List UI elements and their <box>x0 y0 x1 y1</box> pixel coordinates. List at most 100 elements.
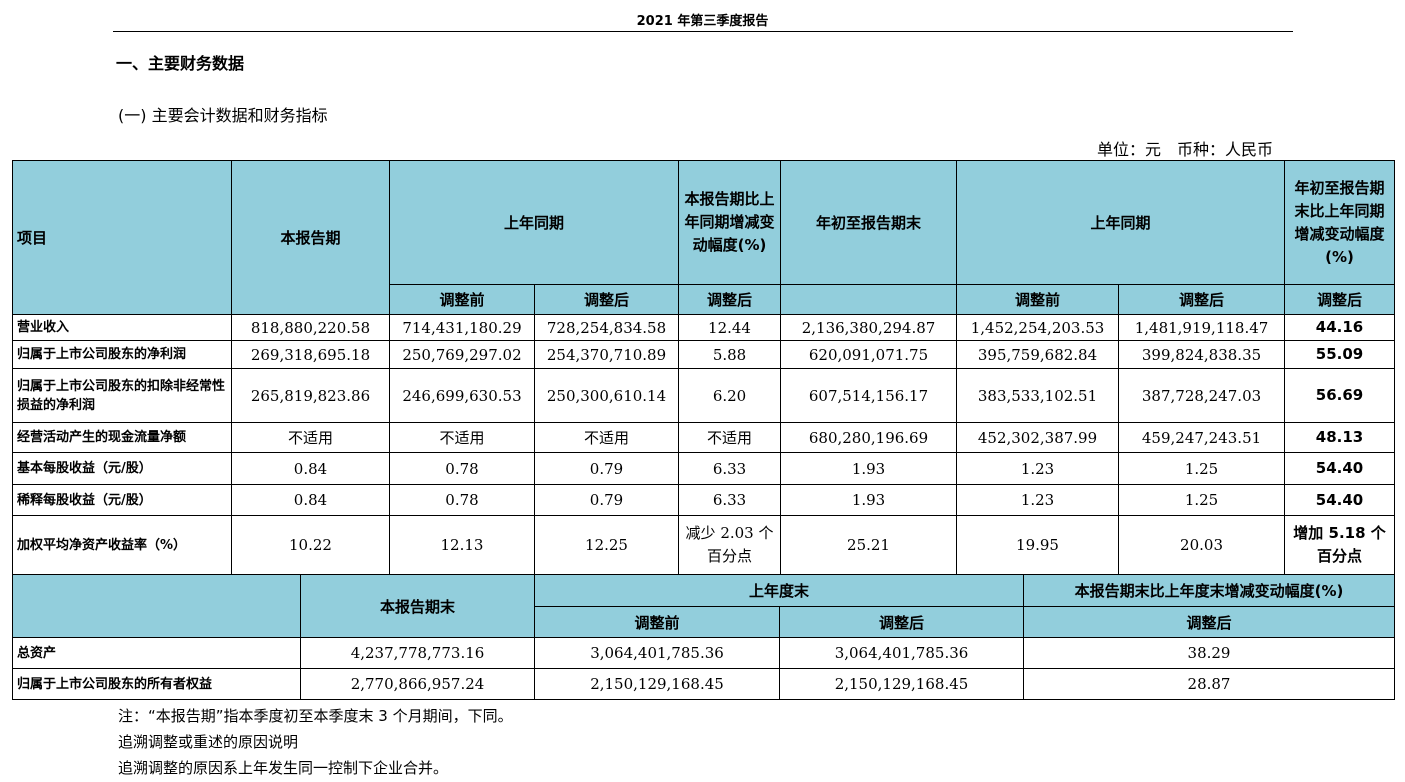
header-item: 项目 <box>12 160 232 315</box>
note-line: 追溯调整或重述的原因说明 <box>118 733 299 751</box>
cell-value: 12.44 <box>678 314 782 341</box>
header-blank <box>12 574 301 638</box>
cell-value: 265,819,823.86 <box>231 368 390 423</box>
table-row: 归属于上市公司股东的扣除非经常性损益的净利润 265,819,823.86 24… <box>12 368 1396 423</box>
cell-value: 0.84 <box>231 452 390 485</box>
header-change-after: 调整后 <box>678 284 782 315</box>
table-row: 基本每股收益（元/股） 0.84 0.78 0.79 6.33 1.93 1.2… <box>12 452 1396 485</box>
cell-value: 383,533,102.51 <box>956 368 1120 423</box>
cell-value: 680,280,196.69 <box>780 422 958 453</box>
header-change-after: 调整后 <box>1023 606 1396 638</box>
header-prior-period: 上年同期 <box>388 160 680 285</box>
row-label: 基本每股收益（元/股） <box>12 452 232 485</box>
header-current-end: 本报告期末 <box>300 574 535 638</box>
row-label: 总资产 <box>12 637 301 669</box>
header-end-change: 本报告期末比上年度末增减变动幅度(%) <box>1023 574 1396 607</box>
cell-value: 1,481,919,118.47 <box>1118 314 1286 341</box>
cell-value: 818,880,220.58 <box>231 314 390 341</box>
note-line: 追溯调整的原因系上年发生同一控制下企业合并。 <box>118 759 449 777</box>
cell-value: 2,770,866,957.24 <box>300 668 535 700</box>
cell-value: 269,318,695.18 <box>231 340 390 369</box>
balance-table: 本报告期末 上年度末 本报告期末比上年度末增减变动幅度(%) 调整前 调整后 调… <box>12 574 1396 700</box>
header-ytd-blank <box>780 284 958 315</box>
cell-value: 25.21 <box>780 515 958 575</box>
header-after: 调整后 <box>533 284 680 315</box>
cell-value: 44.16 <box>1284 314 1396 341</box>
cell-value: 399,824,838.35 <box>1118 340 1286 369</box>
header-before: 调整前 <box>534 606 780 638</box>
cell-value: 607,514,156.17 <box>780 368 958 423</box>
note-line: 注：“本报告期”指本季度初至本季度末 3 个月期间，下同。 <box>118 707 513 725</box>
cell-value: 56.69 <box>1284 368 1396 423</box>
cell-value: 减少 2.03 个百分点 <box>678 515 782 575</box>
cell-value: 3,064,401,785.36 <box>534 637 780 669</box>
row-label: 归属于上市公司股东的净利润 <box>12 340 232 369</box>
cell-value: 19.95 <box>956 515 1120 575</box>
cell-value: 1,452,254,203.53 <box>956 314 1120 341</box>
cell-value: 2,150,129,168.45 <box>778 668 1025 700</box>
section-heading: 一、主要财务数据 <box>116 54 245 73</box>
row-label: 稀释每股收益（元/股） <box>12 484 232 516</box>
cell-value: 0.79 <box>533 452 680 485</box>
cell-value: 54.40 <box>1284 452 1396 485</box>
header-current-period: 本报告期 <box>231 160 390 315</box>
cell-value: 714,431,180.29 <box>389 314 535 341</box>
section-subheading: (一) 主要会计数据和财务指标 <box>118 106 328 125</box>
table-row: 稀释每股收益（元/股） 0.84 0.78 0.79 6.33 1.93 1.2… <box>12 484 1396 516</box>
table-row: 经营活动产生的现金流量净额 不适用 不适用 不适用 不适用 680,280,19… <box>12 422 1396 453</box>
cell-value: 4,237,778,773.16 <box>300 637 535 669</box>
table-row: 归属于上市公司股东的净利润 269,318,695.18 250,769,297… <box>12 340 1396 369</box>
cell-value: 3,064,401,785.36 <box>778 637 1025 669</box>
header-before-2: 调整前 <box>956 284 1120 315</box>
table-row: 总资产 4,237,778,773.16 3,064,401,785.36 3,… <box>12 637 1396 669</box>
cell-value: 10.22 <box>231 515 390 575</box>
cell-value: 452,302,387.99 <box>956 422 1120 453</box>
header-rule <box>113 31 1293 32</box>
table-row: 归属于上市公司股东的所有者权益 2,770,866,957.24 2,150,1… <box>12 668 1396 700</box>
header-period-change: 本报告期比上年同期增减变动幅度(%) <box>678 160 782 285</box>
cell-value: 1.23 <box>956 484 1120 516</box>
header-prior-end: 上年度末 <box>533 574 1025 607</box>
cell-value: 246,699,630.53 <box>389 368 535 423</box>
cell-value: 1.23 <box>956 452 1120 485</box>
cell-value: 1.93 <box>780 484 958 516</box>
cell-value: 增加 5.18 个百分点 <box>1284 515 1396 575</box>
cell-value: 395,759,682.84 <box>956 340 1120 369</box>
cell-value: 55.09 <box>1284 340 1396 369</box>
cell-value: 728,254,834.58 <box>533 314 680 341</box>
header-ytd: 年初至报告期末 <box>780 160 958 285</box>
cell-value: 48.13 <box>1284 422 1396 453</box>
financial-indicators-table: 项目 本报告期 上年同期 本报告期比上年同期增减变动幅度(%) 年初至报告期末 … <box>12 160 1396 575</box>
cell-value: 620,091,071.75 <box>780 340 958 369</box>
header-ytd-change-after: 调整后 <box>1284 284 1396 315</box>
row-label: 经营活动产生的现金流量净额 <box>12 422 232 453</box>
report-title: 2021 年第三季度报告 <box>636 14 769 29</box>
cell-value: 6.33 <box>678 484 782 516</box>
cell-value: 54.40 <box>1284 484 1396 516</box>
cell-value: 38.29 <box>1023 637 1396 669</box>
header-prior-ytd: 上年同期 <box>956 160 1286 285</box>
cell-value: 5.88 <box>678 340 782 369</box>
cell-value: 254,370,710.89 <box>533 340 680 369</box>
cell-value: 1.25 <box>1118 452 1286 485</box>
cell-value: 不适用 <box>533 422 680 453</box>
header-ytd-change: 年初至报告期末比上年同期增减变动幅度(%) <box>1284 160 1396 285</box>
cell-value: 0.78 <box>389 484 535 516</box>
row-label: 归属于上市公司股东的所有者权益 <box>12 668 301 700</box>
cell-value: 28.87 <box>1023 668 1396 700</box>
cell-value: 250,300,610.14 <box>533 368 680 423</box>
cell-value: 0.84 <box>231 484 390 516</box>
cell-value: 12.13 <box>389 515 535 575</box>
cell-value: 250,769,297.02 <box>389 340 535 369</box>
row-label: 营业收入 <box>12 314 232 341</box>
cell-value: 6.33 <box>678 452 782 485</box>
cell-value: 1.25 <box>1118 484 1286 516</box>
cell-value: 12.25 <box>533 515 680 575</box>
header-after-2: 调整后 <box>1118 284 1286 315</box>
header-after: 调整后 <box>778 606 1025 638</box>
cell-value: 387,728,247.03 <box>1118 368 1286 423</box>
table-row: 加权平均净资产收益率（%） 10.22 12.13 12.25 减少 2.03 … <box>12 515 1396 575</box>
cell-value: 459,247,243.51 <box>1118 422 1286 453</box>
header-before: 调整前 <box>389 284 535 315</box>
cell-value: 不适用 <box>678 422 782 453</box>
